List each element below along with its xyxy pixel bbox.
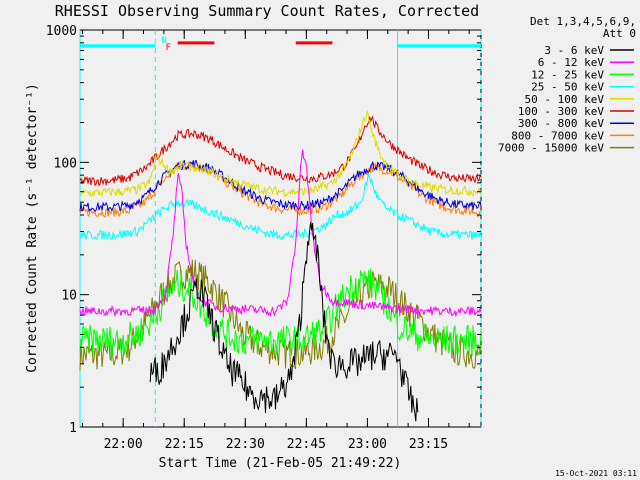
legend-title-line: Det 1,3,4,5,6,9, — [530, 15, 636, 28]
series-line-3 — [79, 268, 482, 358]
x-tick-label: 23:15 — [409, 437, 448, 452]
legend-label: 7000 - 15000 keV — [498, 142, 604, 155]
y-axis-label: Corrected Count Rate (s⁻¹ detector⁻¹) — [25, 83, 40, 373]
legend-label: 25 - 50 keV — [531, 81, 604, 94]
legend-label: 6 - 12 keV — [538, 56, 605, 69]
legend-label: 3 - 6 keV — [544, 44, 604, 57]
x-tick-label: 22:30 — [226, 437, 265, 452]
x-axis-label: Start Time (21-Feb-05 21:49:22) — [159, 456, 402, 471]
series-line-4 — [79, 172, 482, 242]
chart-title: RHESSI Observing Summary Count Rates, Co… — [55, 2, 479, 20]
series-line-5 — [79, 110, 482, 198]
y-tick-label: 1000 — [46, 24, 77, 39]
legend-label: 50 - 100 keV — [525, 93, 605, 106]
y-tick-label: 100 — [54, 156, 77, 171]
y-tick-label: 1 — [69, 421, 77, 436]
annotation-f: F — [165, 43, 170, 53]
legend-label: 100 - 300 keV — [518, 105, 604, 118]
series-line-8 — [79, 161, 482, 218]
y-tick-label: 10 — [61, 289, 77, 304]
legend-title-line: Att 0 — [603, 27, 636, 40]
series-line-7 — [79, 159, 482, 213]
series-line-2 — [79, 149, 482, 318]
x-tick-label: 22:00 — [104, 437, 143, 452]
legend-label: 12 - 25 keV — [531, 68, 604, 81]
legend-label: 800 - 7000 keV — [511, 129, 604, 142]
x-tick-label: 22:15 — [165, 437, 204, 452]
x-tick-label: 23:00 — [348, 437, 387, 452]
series-line-6 — [79, 115, 482, 187]
annotation-n: N — [161, 36, 166, 46]
timestamp: 15-Oct-2021 03:11 — [555, 469, 637, 478]
series-line-1 — [149, 222, 419, 422]
x-tick-label: 22:45 — [287, 437, 326, 452]
legend-label: 300 - 800 keV — [518, 117, 604, 130]
